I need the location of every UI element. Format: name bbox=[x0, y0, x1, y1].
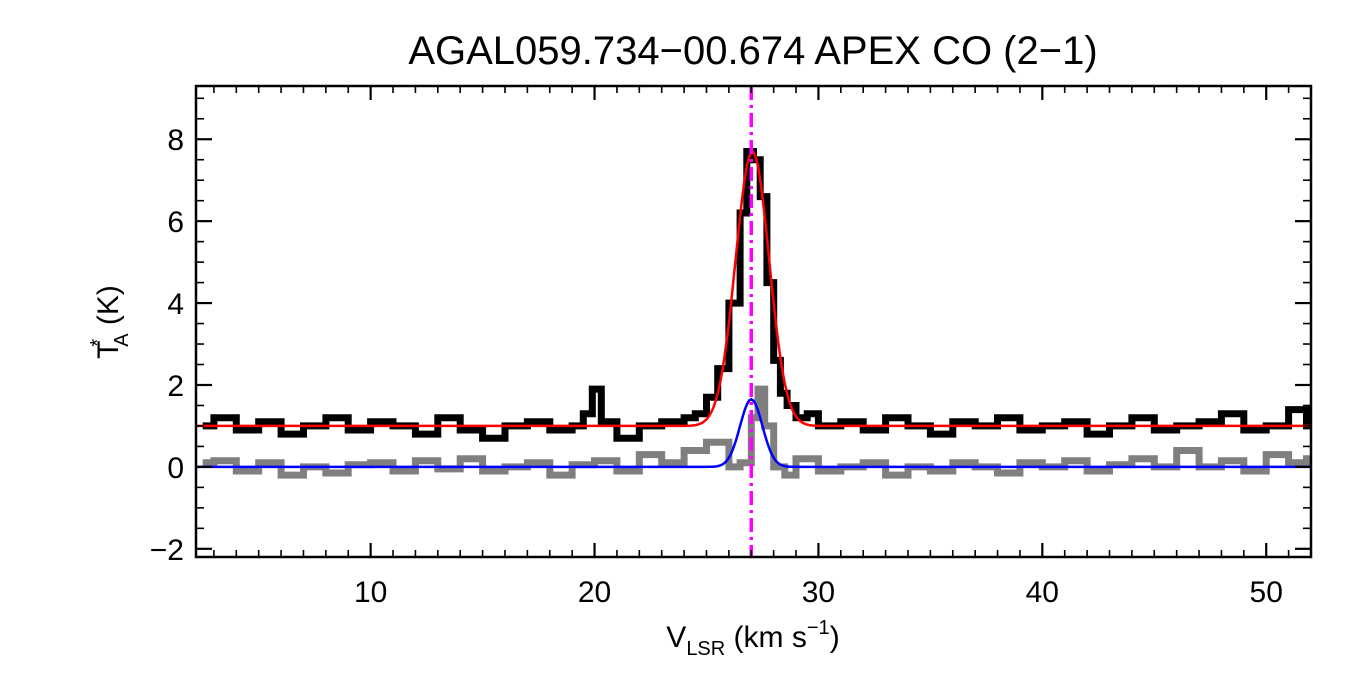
gaussian-fit-line-blue bbox=[196, 397, 1311, 469]
x-tick-label: 20 bbox=[578, 576, 611, 609]
x-axis-label-sup: −1 bbox=[807, 617, 830, 639]
y-axis-label-sub: A bbox=[111, 333, 133, 347]
x-axis-label-sub: LSR bbox=[686, 638, 725, 660]
x-axis-label: VLSR (km s−1) bbox=[666, 617, 839, 660]
y-axis-label-sup: * bbox=[87, 339, 109, 347]
y-tick-label: −2 bbox=[150, 534, 184, 567]
x-axis-label-main: V bbox=[666, 621, 686, 654]
x-tick-label: 30 bbox=[802, 576, 835, 609]
y-tick-label: 6 bbox=[167, 206, 184, 239]
residual-spectrum-step bbox=[202, 385, 1311, 479]
observed-spectrum-step bbox=[202, 148, 1311, 442]
gaussian-fit-line-red bbox=[196, 150, 1311, 428]
y-tick-label: 0 bbox=[167, 452, 184, 485]
plot-frame bbox=[194, 84, 1313, 559]
plot-series-group bbox=[196, 86, 1311, 557]
x-tick-label: 10 bbox=[354, 576, 387, 609]
y-tick-label: 2 bbox=[167, 370, 184, 403]
x-axis-label-unit: (km s bbox=[725, 621, 807, 654]
y-axis-label-main: T bbox=[92, 341, 125, 359]
y-tick-label: 4 bbox=[167, 288, 184, 321]
y-tick-label: 8 bbox=[167, 124, 184, 157]
axis-ticks: 10 20 30 40 50 −2 0 2 4 6 8 bbox=[150, 84, 1313, 609]
y-axis-label-unit: (K) bbox=[92, 285, 125, 333]
x-tick-label: 40 bbox=[1026, 576, 1059, 609]
chart-title: AGAL059.734−00.674 APEX CO (2−1) bbox=[408, 29, 1097, 73]
y-axis-label: T* A (K) bbox=[87, 285, 133, 359]
x-tick-label: 50 bbox=[1250, 576, 1283, 609]
plot-area bbox=[196, 86, 1311, 557]
x-axis-label-close: ) bbox=[830, 621, 840, 654]
